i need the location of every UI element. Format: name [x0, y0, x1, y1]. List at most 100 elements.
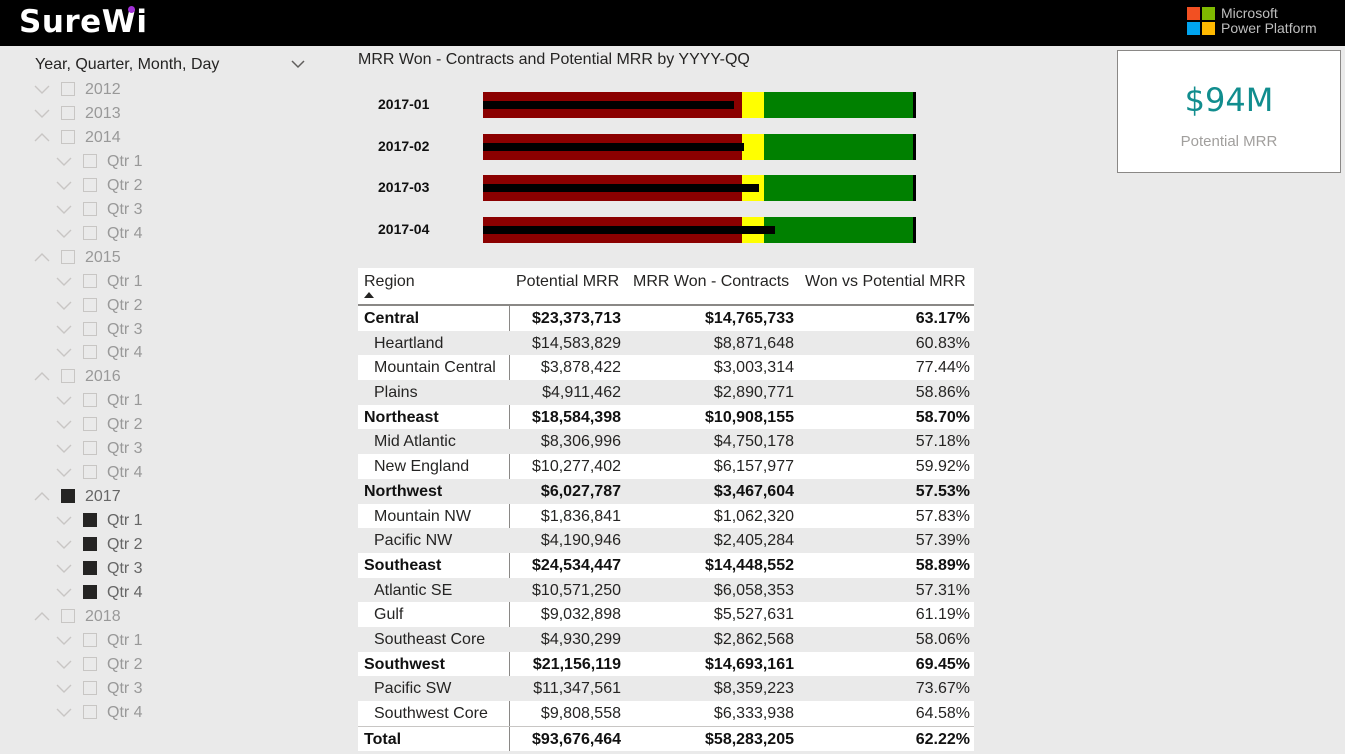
- slicer-checkbox[interactable]: [83, 537, 97, 552]
- slicer-checkbox[interactable]: [83, 177, 97, 192]
- bullet-band-good[interactable]: [763, 134, 915, 160]
- slicer-quarter-item[interactable]: Qtr 3: [56, 557, 296, 581]
- table-group-row[interactable]: Southwest $21,156,119 $14,693,161 69.45%: [358, 652, 974, 677]
- slicer-quarter-item[interactable]: Qtr 4: [56, 222, 296, 246]
- slicer-quarter-item[interactable]: Qtr 1: [56, 270, 296, 294]
- table-row[interactable]: Pacific NW $4,190,946 $2,405,284 57.39%: [358, 528, 974, 553]
- table-group-row[interactable]: Northeast $18,584,398 $10,908,155 58.70%: [358, 405, 974, 430]
- slicer-quarter-item[interactable]: Qtr 1: [56, 150, 296, 174]
- slicer-checkbox[interactable]: [83, 465, 97, 480]
- chevron-up-icon[interactable]: [34, 370, 50, 382]
- chevron-down-icon[interactable]: [56, 418, 72, 430]
- bullet-band-satisfactory[interactable]: [742, 134, 764, 160]
- table-row[interactable]: Southeast Core $4,930,299 $2,862,568 58.06%: [358, 626, 974, 652]
- table-row[interactable]: Southwest Core $9,808,558 $6,333,938 64.58%: [358, 701, 974, 726]
- chevron-down-icon[interactable]: [34, 107, 50, 119]
- chevron-down-icon[interactable]: [56, 299, 72, 311]
- chevron-down-icon[interactable]: [56, 514, 72, 526]
- bullet-band-good[interactable]: [763, 217, 915, 243]
- chevron-down-icon[interactable]: [56, 179, 72, 191]
- bullet-target-marker[interactable]: [913, 134, 916, 160]
- column-header-mrr-won[interactable]: MRR Won - Contracts: [633, 273, 790, 290]
- slicer-checkbox[interactable]: [83, 153, 97, 168]
- slicer-quarter-item[interactable]: Qtr 3: [56, 198, 296, 222]
- chevron-down-icon[interactable]: [56, 394, 72, 406]
- table-row[interactable]: Mid Atlantic $8,306,996 $4,750,178 57.18%: [358, 429, 974, 455]
- slicer-checkbox[interactable]: [83, 417, 97, 432]
- slicer-checkbox[interactable]: [83, 561, 97, 575]
- chevron-down-icon[interactable]: [56, 634, 72, 646]
- chevron-down-icon[interactable]: [34, 83, 50, 95]
- chevron-down-icon[interactable]: [56, 658, 72, 670]
- slicer-quarter-item[interactable]: Qtr 1: [56, 629, 296, 653]
- slicer-checkbox[interactable]: [83, 680, 97, 695]
- table-row[interactable]: Gulf $9,032,898 $5,527,631 61.19%: [358, 602, 974, 627]
- bullet-band-satisfactory[interactable]: [742, 92, 764, 118]
- chevron-up-icon[interactable]: [34, 131, 50, 143]
- slicer-quarter-item[interactable]: Qtr 1: [56, 509, 296, 533]
- slicer-checkbox[interactable]: [61, 369, 75, 384]
- slicer-checkbox[interactable]: [83, 345, 97, 360]
- chevron-down-icon[interactable]: [56, 586, 72, 598]
- slicer-quarter-item[interactable]: Qtr 4: [56, 341, 296, 365]
- slicer-year-item[interactable]: 2014: [34, 126, 274, 150]
- table-group-row[interactable]: Northwest $6,027,787 $3,467,604 57.53%: [358, 478, 974, 504]
- slicer-year-item[interactable]: 2017: [34, 485, 274, 509]
- slicer-quarter-item[interactable]: Qtr 2: [56, 294, 296, 318]
- slicer-quarter-item[interactable]: Qtr 3: [56, 318, 296, 342]
- chevron-down-icon[interactable]: [56, 682, 72, 694]
- slicer-quarter-item[interactable]: Qtr 4: [56, 461, 296, 485]
- slicer-year-item[interactable]: 2012: [34, 78, 274, 102]
- slicer-checkbox[interactable]: [83, 225, 97, 240]
- slicer-checkbox[interactable]: [83, 704, 97, 719]
- table-row[interactable]: New England $10,277,402 $6,157,977 59.92%: [358, 454, 974, 479]
- slicer-checkbox[interactable]: [83, 441, 97, 456]
- slicer-quarter-item[interactable]: Qtr 4: [56, 581, 296, 605]
- slicer-checkbox[interactable]: [83, 297, 97, 312]
- table-row[interactable]: Pacific SW $11,347,561 $8,359,223 73.67%: [358, 676, 974, 701]
- bullet-target-marker[interactable]: [913, 175, 916, 201]
- chevron-down-icon[interactable]: [56, 562, 72, 574]
- table-row[interactable]: Mountain NW $1,836,841 $1,062,320 57.83%: [358, 504, 974, 529]
- table-row[interactable]: Mountain Central $3,878,422 $3,003,314 77.4…: [358, 355, 974, 380]
- bullet-band-good[interactable]: [763, 92, 915, 118]
- slicer-quarter-item[interactable]: Qtr 1: [56, 389, 296, 413]
- table-total-row[interactable]: Total $93,676,464 $58,283,205 62.22%: [358, 725, 974, 752]
- chevron-down-icon[interactable]: [56, 466, 72, 478]
- column-header-won-vs-potential[interactable]: Won vs Potential MRR: [805, 273, 966, 290]
- chevron-down-icon[interactable]: [56, 442, 72, 454]
- table-row[interactable]: Heartland $14,583,829 $8,871,648 60.83%: [358, 330, 974, 356]
- slicer-checkbox[interactable]: [83, 273, 97, 288]
- slicer-checkbox[interactable]: [61, 608, 75, 623]
- slicer-checkbox[interactable]: [61, 129, 75, 144]
- chevron-down-icon[interactable]: [56, 323, 72, 335]
- slicer-year-item[interactable]: 2013: [34, 102, 274, 126]
- slicer-checkbox[interactable]: [61, 105, 75, 120]
- slicer-quarter-item[interactable]: Qtr 2: [56, 413, 296, 437]
- table-row[interactable]: Atlantic SE $10,571,250 $6,058,353 57.31%: [358, 577, 974, 603]
- bullet-target-marker[interactable]: [913, 92, 916, 118]
- chevron-down-icon[interactable]: [56, 538, 72, 550]
- slicer-quarter-item[interactable]: Qtr 2: [56, 653, 296, 677]
- slicer-checkbox[interactable]: [83, 513, 97, 528]
- column-header-potential-mrr[interactable]: Potential MRR: [516, 273, 620, 290]
- slicer-checkbox[interactable]: [61, 489, 75, 504]
- slicer-quarter-item[interactable]: Qtr 2: [56, 533, 296, 557]
- bullet-value-bar[interactable]: [483, 184, 760, 192]
- slicer-checkbox[interactable]: [83, 656, 97, 671]
- chevron-down-icon[interactable]: [56, 227, 72, 239]
- sort-ascending-icon[interactable]: [364, 292, 374, 298]
- bullet-value-bar[interactable]: [483, 226, 775, 234]
- slicer-checkbox[interactable]: [61, 249, 75, 264]
- bullet-band-good[interactable]: [763, 175, 915, 201]
- chevron-down-icon[interactable]: [56, 346, 72, 358]
- slicer-checkbox[interactable]: [83, 201, 97, 216]
- chevron-up-icon[interactable]: [34, 490, 50, 502]
- slicer-quarter-item[interactable]: Qtr 3: [56, 437, 296, 461]
- table-row[interactable]: Plains $4,911,462 $2,890,771 58.86%: [358, 380, 974, 405]
- column-header-region[interactable]: Region: [364, 273, 415, 290]
- slicer-checkbox[interactable]: [61, 82, 75, 96]
- bullet-value-bar[interactable]: [483, 143, 745, 151]
- chevron-down-icon[interactable]: [290, 56, 306, 72]
- chevron-down-icon[interactable]: [56, 155, 72, 167]
